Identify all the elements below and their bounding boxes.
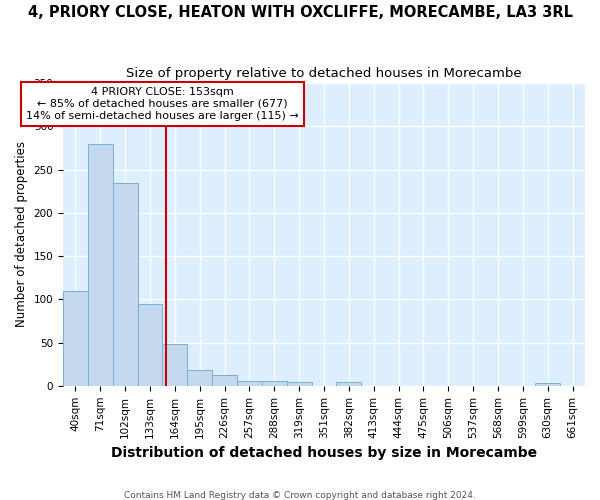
Bar — [113, 182, 137, 386]
Bar — [262, 382, 287, 386]
Bar — [137, 304, 163, 386]
Bar — [212, 374, 237, 386]
Bar — [337, 382, 361, 386]
Bar — [88, 144, 113, 386]
Text: 4, PRIORY CLOSE, HEATON WITH OXCLIFFE, MORECAMBE, LA3 3RL: 4, PRIORY CLOSE, HEATON WITH OXCLIFFE, M… — [28, 5, 572, 20]
Bar — [535, 383, 560, 386]
Bar — [63, 290, 88, 386]
Bar — [187, 370, 212, 386]
Title: Size of property relative to detached houses in Morecambe: Size of property relative to detached ho… — [126, 68, 522, 80]
Y-axis label: Number of detached properties: Number of detached properties — [15, 142, 28, 328]
Bar — [163, 344, 187, 386]
Bar — [237, 382, 262, 386]
Bar — [287, 382, 311, 386]
Text: Contains HM Land Registry data © Crown copyright and database right 2024.: Contains HM Land Registry data © Crown c… — [124, 490, 476, 500]
X-axis label: Distribution of detached houses by size in Morecambe: Distribution of detached houses by size … — [111, 446, 537, 460]
Text: 4 PRIORY CLOSE: 153sqm
← 85% of detached houses are smaller (677)
14% of semi-de: 4 PRIORY CLOSE: 153sqm ← 85% of detached… — [26, 88, 299, 120]
